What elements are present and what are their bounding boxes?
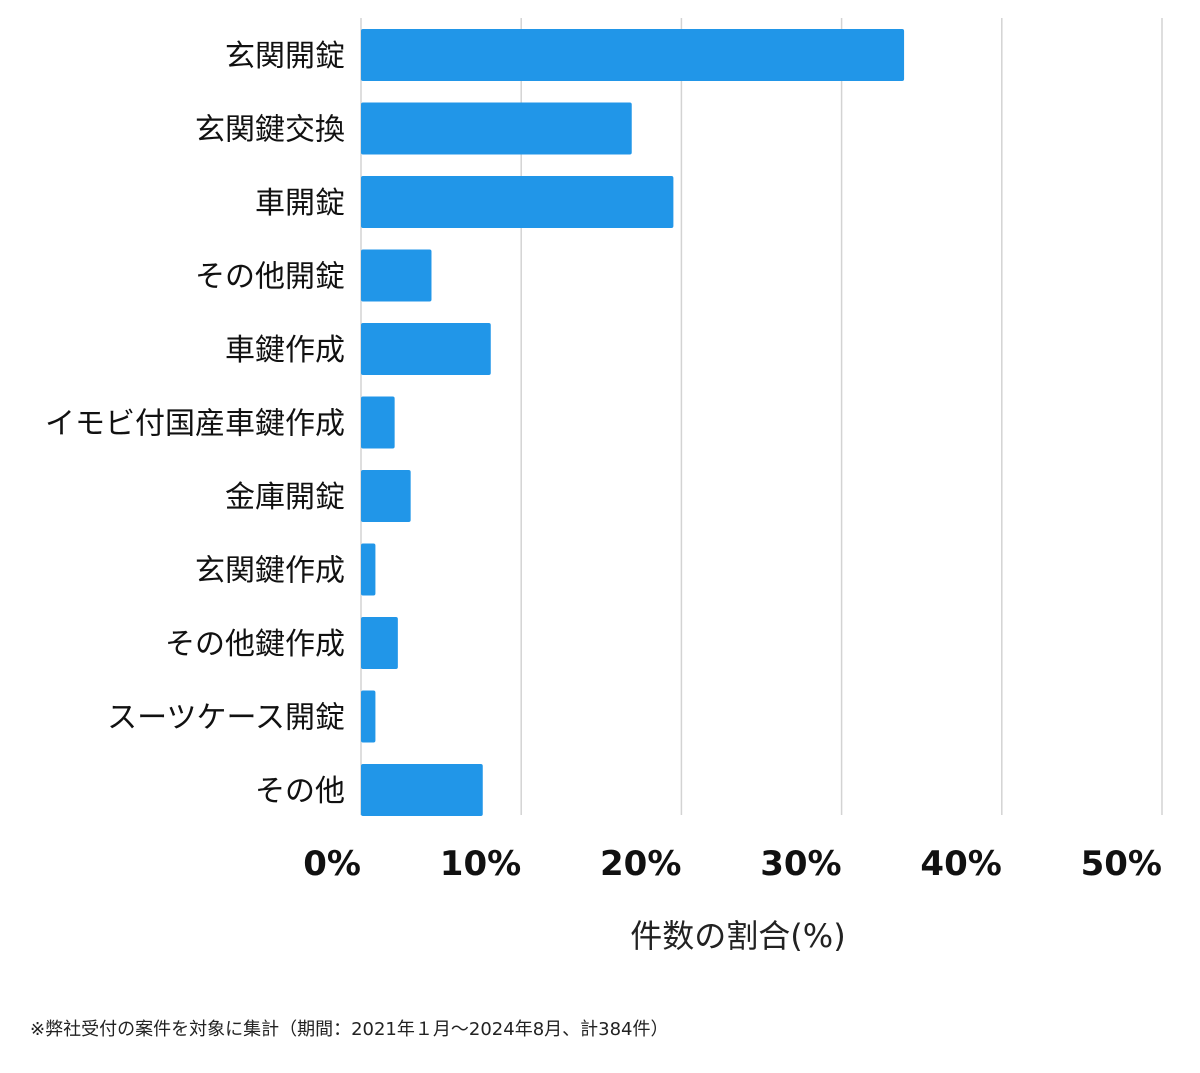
category-label: その他	[255, 774, 345, 809]
x-axis-label: 件数の割合(%)	[630, 917, 845, 955]
bar	[361, 690, 376, 743]
x-tick-label: 30%	[760, 844, 841, 884]
x-tick-label: 50%	[1081, 844, 1162, 884]
bar	[361, 249, 432, 302]
bar	[361, 176, 674, 228]
category-label: スーツケース開錠	[107, 701, 345, 736]
bar	[361, 543, 376, 596]
x-tick-label: 40%	[920, 844, 1001, 884]
category-label: 車開錠	[255, 186, 345, 221]
bar	[361, 323, 491, 375]
x-tick-label: 20%	[600, 844, 681, 884]
footnote: ※弊社受付の案件を対象に集計（期間：2021年１月～2024年8月、計384件）	[30, 1019, 669, 1040]
category-label: その他鍵作成	[165, 627, 345, 662]
bar	[361, 102, 632, 155]
category-label: 玄関鍵作成	[195, 554, 345, 589]
bar	[361, 617, 398, 669]
category-label: 車鍵作成	[225, 333, 345, 368]
x-tick-labels: 0% 10% 20% 30% 40% 50%	[303, 844, 1162, 884]
bar	[361, 764, 483, 816]
category-label: 金庫開錠	[225, 480, 345, 515]
bar	[361, 29, 905, 81]
category-labels: 玄関開錠玄関鍵交換車開錠その他開錠車鍵作成イモビ付国産車鍵作成金庫開錠玄関鍵作成…	[45, 39, 345, 809]
category-label: イモビ付国産車鍵作成	[45, 407, 345, 442]
x-tick-label: 10%	[440, 844, 521, 884]
x-tick-label: 0%	[303, 844, 361, 884]
category-label: その他開錠	[195, 260, 345, 295]
bar	[361, 396, 395, 449]
bar	[361, 470, 411, 522]
category-label: 玄関鍵交換	[195, 113, 345, 148]
category-label: 玄関開錠	[225, 39, 345, 74]
bars	[361, 29, 905, 816]
